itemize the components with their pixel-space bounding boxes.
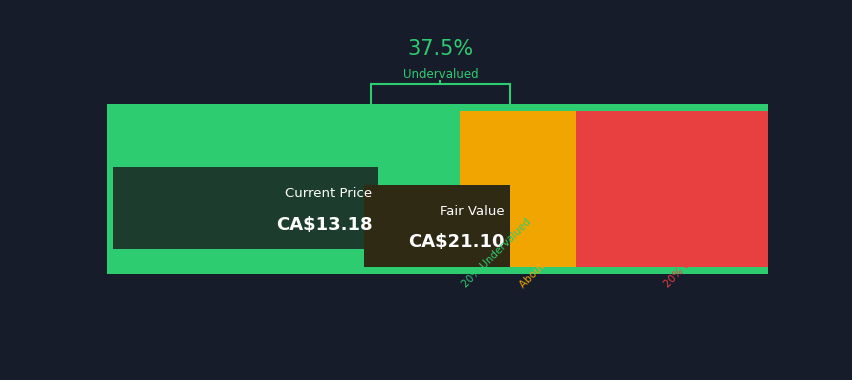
Text: Fair Value: Fair Value	[440, 204, 504, 218]
Text: Undervalued: Undervalued	[402, 68, 478, 81]
Text: 20% Overvalued: 20% Overvalued	[661, 222, 729, 290]
Text: About Right: About Right	[517, 239, 568, 290]
Bar	[106, 104, 460, 274]
Text: CA$21.10: CA$21.10	[407, 233, 504, 251]
Bar	[364, 185, 509, 266]
Bar	[113, 168, 377, 249]
Text: CA$13.18: CA$13.18	[275, 215, 372, 234]
Bar	[575, 104, 767, 274]
Bar	[106, 266, 767, 274]
Text: 37.5%: 37.5%	[407, 38, 473, 59]
Bar	[106, 104, 767, 111]
Text: Current Price: Current Price	[285, 187, 372, 200]
Text: 20% Undervalued: 20% Undervalued	[460, 217, 532, 290]
Bar	[460, 104, 575, 274]
